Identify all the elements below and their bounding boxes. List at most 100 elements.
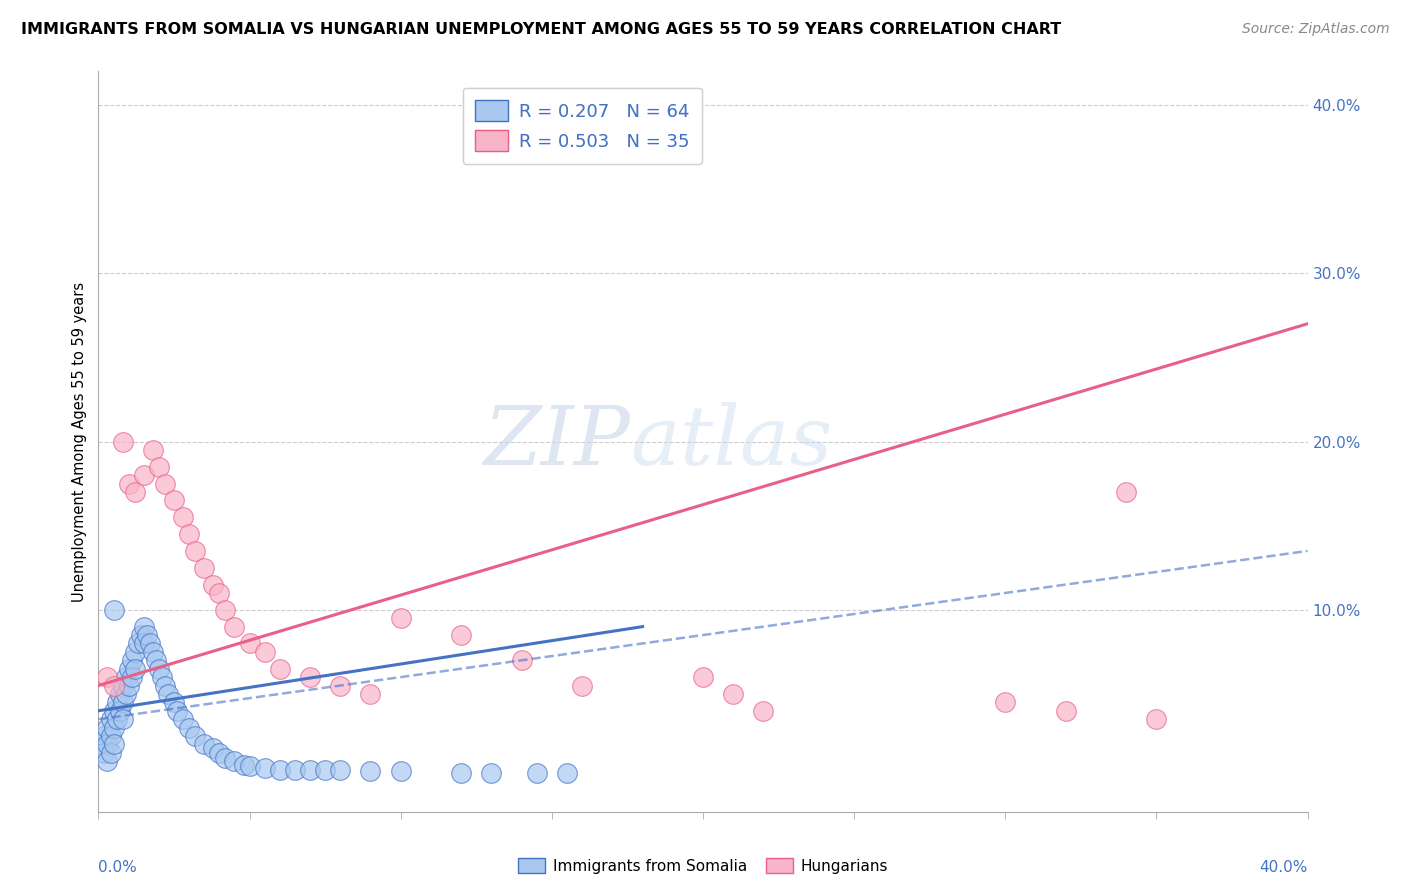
- Point: [1054, 704, 1077, 718]
- Point: [111, 434, 134, 449]
- Point: [105, 695, 128, 709]
- Point: [450, 628, 472, 642]
- Text: IMMIGRANTS FROM SOMALIA VS HUNGARIAN UNEMPLOYMENT AMONG AGES 55 TO 59 YEARS CORR: IMMIGRANTS FROM SOMALIA VS HUNGARIAN UNE…: [21, 22, 1062, 37]
- Point: [132, 468, 155, 483]
- Point: [284, 763, 307, 777]
- Point: [118, 476, 141, 491]
- Point: [111, 679, 134, 693]
- Point: [139, 636, 162, 650]
- Point: [299, 763, 322, 777]
- Point: [127, 636, 149, 650]
- Point: [108, 687, 131, 701]
- Point: [1115, 485, 1137, 500]
- Point: [232, 757, 254, 772]
- Text: 40.0%: 40.0%: [1260, 860, 1308, 875]
- Point: [132, 619, 155, 633]
- Text: ZIP: ZIP: [484, 401, 630, 482]
- Point: [153, 476, 176, 491]
- Point: [269, 662, 291, 676]
- Y-axis label: Unemployment Among Ages 55 to 59 years: Unemployment Among Ages 55 to 59 years: [72, 282, 87, 601]
- Text: 0.0%: 0.0%: [98, 860, 138, 875]
- Point: [121, 653, 143, 667]
- Point: [752, 704, 775, 718]
- Point: [145, 653, 167, 667]
- Point: [148, 459, 170, 474]
- Point: [481, 766, 503, 780]
- Point: [214, 751, 236, 765]
- Point: [253, 645, 276, 659]
- Point: [723, 687, 745, 701]
- Point: [114, 687, 136, 701]
- Text: Source: ZipAtlas.com: Source: ZipAtlas.com: [1241, 22, 1389, 37]
- Point: [692, 670, 714, 684]
- Point: [571, 679, 593, 693]
- Point: [100, 729, 122, 743]
- Point: [269, 763, 291, 777]
- Point: [299, 670, 322, 684]
- Point: [208, 746, 231, 760]
- Point: [150, 670, 173, 684]
- Point: [208, 586, 231, 600]
- Point: [239, 759, 262, 773]
- Text: atlas: atlas: [630, 401, 832, 482]
- Point: [103, 679, 125, 693]
- Point: [103, 721, 125, 735]
- Point: [239, 636, 262, 650]
- Point: [329, 679, 352, 693]
- Point: [526, 766, 548, 780]
- Point: [555, 766, 578, 780]
- Point: [214, 603, 236, 617]
- Point: [135, 628, 157, 642]
- Point: [156, 687, 179, 701]
- Point: [389, 764, 412, 779]
- Point: [96, 670, 118, 684]
- Point: [163, 493, 186, 508]
- Point: [100, 746, 122, 760]
- Point: [96, 738, 118, 752]
- Point: [450, 766, 472, 780]
- Point: [314, 763, 336, 777]
- Point: [224, 619, 246, 633]
- Point: [111, 695, 134, 709]
- Point: [103, 603, 125, 617]
- Point: [132, 636, 155, 650]
- Point: [184, 729, 207, 743]
- Point: [124, 485, 146, 500]
- Point: [124, 662, 146, 676]
- Point: [389, 611, 412, 625]
- Point: [994, 695, 1017, 709]
- Point: [148, 662, 170, 676]
- Legend: R = 0.207   N = 64, R = 0.503   N = 35: R = 0.207 N = 64, R = 0.503 N = 35: [463, 87, 702, 164]
- Point: [118, 662, 141, 676]
- Point: [103, 704, 125, 718]
- Point: [105, 712, 128, 726]
- Point: [111, 712, 134, 726]
- Point: [90, 738, 112, 752]
- Point: [96, 754, 118, 768]
- Point: [224, 754, 246, 768]
- Point: [253, 761, 276, 775]
- Point: [360, 764, 382, 779]
- Point: [360, 687, 382, 701]
- Point: [108, 704, 131, 718]
- Point: [124, 645, 146, 659]
- Point: [202, 577, 225, 591]
- Point: [172, 510, 194, 524]
- Point: [96, 721, 118, 735]
- Point: [142, 442, 165, 457]
- Point: [184, 544, 207, 558]
- Point: [129, 628, 152, 642]
- Point: [114, 670, 136, 684]
- Point: [118, 679, 141, 693]
- Point: [510, 653, 533, 667]
- Point: [166, 704, 188, 718]
- Legend: Immigrants from Somalia, Hungarians: Immigrants from Somalia, Hungarians: [512, 852, 894, 880]
- Point: [121, 670, 143, 684]
- Point: [329, 763, 352, 777]
- Point: [93, 729, 115, 743]
- Point: [202, 740, 225, 755]
- Point: [193, 560, 215, 574]
- Point: [163, 695, 186, 709]
- Point: [100, 712, 122, 726]
- Point: [93, 746, 115, 760]
